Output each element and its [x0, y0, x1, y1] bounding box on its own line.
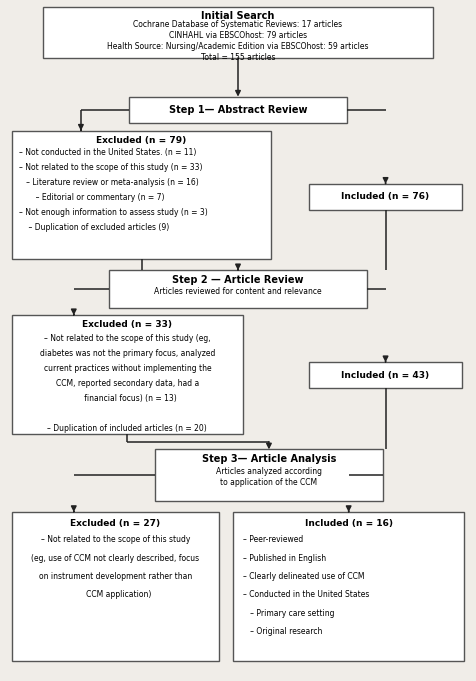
Text: Cochrane Database of Systematic Reviews: 17 articles: Cochrane Database of Systematic Reviews:…	[133, 20, 343, 29]
Text: – Original research: – Original research	[243, 627, 322, 636]
Text: Excluded (n = 27): Excluded (n = 27)	[70, 519, 160, 528]
Text: – Duplication of included articles (n = 20): – Duplication of included articles (n = …	[48, 424, 207, 432]
Text: CCM application): CCM application)	[79, 590, 152, 599]
Text: Included (n = 16): Included (n = 16)	[305, 519, 393, 528]
FancyBboxPatch shape	[43, 7, 433, 58]
Text: diabetes was not the primary focus, analyzed: diabetes was not the primary focus, anal…	[40, 349, 215, 358]
Text: Excluded (n = 33): Excluded (n = 33)	[82, 320, 172, 329]
Text: financial focus) (n = 13): financial focus) (n = 13)	[78, 394, 177, 402]
FancyBboxPatch shape	[309, 184, 462, 210]
FancyBboxPatch shape	[233, 512, 464, 661]
Text: Articles analyzed according
to application of the CCM: Articles analyzed according to applicati…	[216, 467, 322, 486]
Text: Total = 155 articles: Total = 155 articles	[201, 53, 275, 62]
Text: Step 2 — Article Review: Step 2 — Article Review	[172, 275, 304, 285]
Text: – Peer-reviewed: – Peer-reviewed	[243, 535, 303, 544]
Text: – Published in English: – Published in English	[243, 554, 326, 563]
FancyBboxPatch shape	[109, 270, 367, 308]
Text: Step 3— Article Analysis: Step 3— Article Analysis	[202, 454, 336, 464]
FancyBboxPatch shape	[129, 97, 347, 123]
FancyBboxPatch shape	[12, 131, 271, 259]
Text: Included (n = 43): Included (n = 43)	[341, 370, 430, 380]
Text: – Editorial or commentary (n = 7): – Editorial or commentary (n = 7)	[19, 193, 165, 202]
Text: Articles reviewed for content and relevance: Articles reviewed for content and releva…	[154, 287, 322, 296]
Text: – Not enough information to assess study (n = 3): – Not enough information to assess study…	[19, 208, 208, 217]
Text: Step 1— Abstract Review: Step 1— Abstract Review	[169, 105, 307, 114]
Text: – Literature review or meta-analysis (n = 16): – Literature review or meta-analysis (n …	[19, 178, 199, 187]
Text: – Not conducted in the United States. (n = 11): – Not conducted in the United States. (n…	[19, 148, 197, 157]
Text: – Not related to the scope of this study (n = 33): – Not related to the scope of this study…	[19, 163, 203, 172]
Text: – Not related to the scope of this study (eg,: – Not related to the scope of this study…	[44, 334, 211, 343]
FancyBboxPatch shape	[12, 315, 243, 434]
Text: CINHAHL via EBSCOhost: 79 articles: CINHAHL via EBSCOhost: 79 articles	[169, 31, 307, 40]
Text: – Conducted in the United States: – Conducted in the United States	[243, 590, 369, 599]
Text: – Primary care setting: – Primary care setting	[243, 609, 334, 618]
Text: on instrument development rather than: on instrument development rather than	[39, 572, 192, 581]
Text: Excluded (n = 79): Excluded (n = 79)	[97, 136, 187, 144]
Text: current practices without implementing the: current practices without implementing t…	[43, 364, 211, 373]
Text: Initial Search: Initial Search	[201, 11, 275, 21]
Text: Included (n = 76): Included (n = 76)	[341, 192, 430, 202]
Text: CCM, reported secondary data, had a: CCM, reported secondary data, had a	[56, 379, 199, 387]
Text: – Clearly delineated use of CCM: – Clearly delineated use of CCM	[243, 572, 364, 581]
Text: (eg, use of CCM not clearly described, focus: (eg, use of CCM not clearly described, f…	[31, 554, 199, 563]
FancyBboxPatch shape	[12, 512, 219, 661]
FancyBboxPatch shape	[309, 362, 462, 388]
FancyBboxPatch shape	[155, 449, 383, 501]
Text: – Not related to the scope of this study: – Not related to the scope of this study	[41, 535, 190, 544]
Text: – Duplication of excluded articles (9): – Duplication of excluded articles (9)	[19, 223, 169, 232]
Text: Health Source: Nursing/Academic Edition via EBSCOhost: 59 articles: Health Source: Nursing/Academic Edition …	[107, 42, 369, 51]
